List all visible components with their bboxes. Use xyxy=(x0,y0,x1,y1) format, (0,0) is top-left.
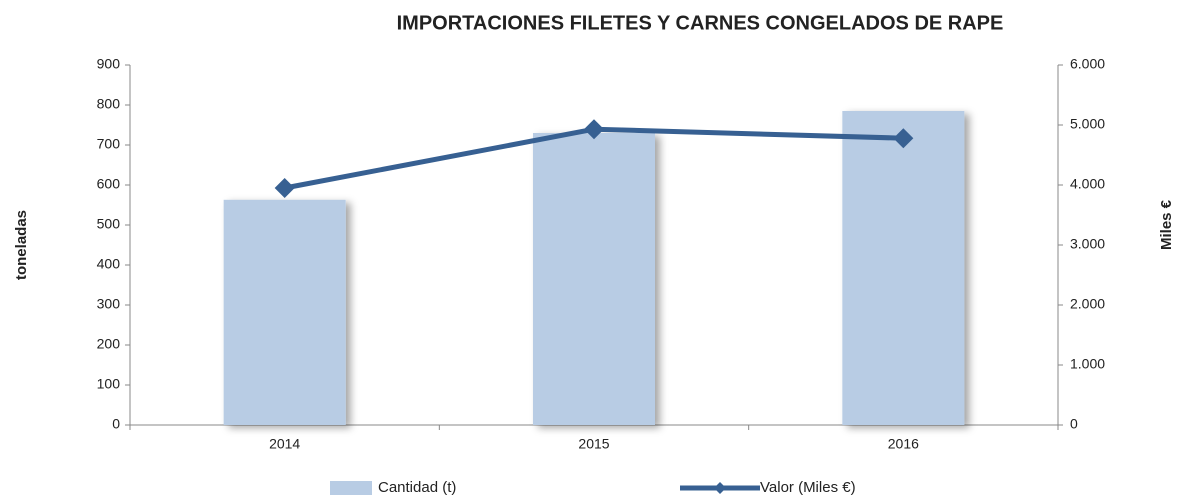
y2-tick-label: 1.000 xyxy=(1070,356,1105,372)
y-tick-label: 0 xyxy=(112,416,120,432)
y-tick-label: 900 xyxy=(97,56,121,72)
y-tick-label: 400 xyxy=(97,256,121,272)
y-tick-label: 700 xyxy=(97,136,121,152)
line-marker xyxy=(274,178,295,198)
legend-label: Cantidad (t) xyxy=(378,479,456,496)
y2-axis-title: Miles € xyxy=(1158,199,1175,250)
y-tick-label: 600 xyxy=(97,176,121,192)
bar xyxy=(533,133,655,425)
y2-tick-label: 2.000 xyxy=(1070,296,1105,312)
legend-swatch xyxy=(714,482,726,494)
y-tick-label: 300 xyxy=(97,296,121,312)
y2-tick-label: 4.000 xyxy=(1070,176,1105,192)
y-axis-title: toneladas xyxy=(13,210,30,280)
y-tick-label: 500 xyxy=(97,216,121,232)
y-tick-label: 100 xyxy=(97,376,121,392)
y-tick-label: 800 xyxy=(97,96,121,112)
y2-tick-label: 6.000 xyxy=(1070,56,1105,72)
chart-title: IMPORTACIONES FILETES Y CARNES CONGELADO… xyxy=(397,12,1004,34)
y2-tick-label: 5.000 xyxy=(1070,116,1105,132)
line-marker xyxy=(893,128,914,149)
legend-label: Valor (Miles €) xyxy=(760,479,856,496)
bar xyxy=(223,199,346,425)
x-tick-label: 2014 xyxy=(269,436,300,452)
y2-tick-label: 3.000 xyxy=(1070,236,1105,252)
x-tick-label: 2016 xyxy=(888,436,919,452)
y-tick-label: 200 xyxy=(97,336,121,352)
bar xyxy=(842,111,965,425)
x-tick-label: 2015 xyxy=(578,436,609,452)
line-marker xyxy=(584,119,604,140)
legend-swatch xyxy=(330,481,372,495)
y2-tick-label: 0 xyxy=(1070,416,1078,432)
